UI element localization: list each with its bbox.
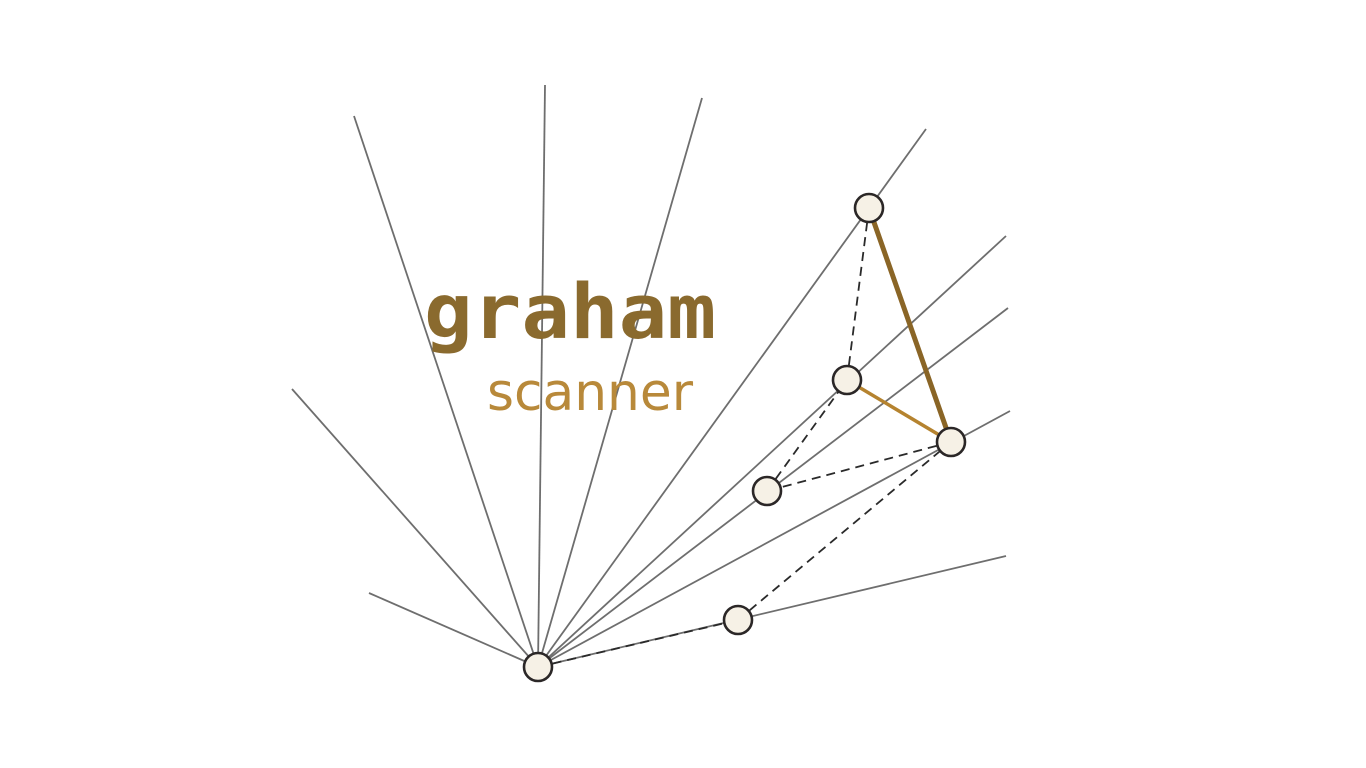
candidate-edges: [537, 207, 952, 668]
point: [853, 192, 885, 224]
ray: [291, 388, 539, 668]
ray: [537, 410, 1011, 668]
points: [522, 192, 967, 683]
scan-rays: [291, 84, 1011, 668]
hull-edge-light: [845, 378, 953, 444]
dashed-edge: [737, 441, 952, 621]
ray: [537, 84, 546, 668]
point: [935, 426, 967, 458]
ray: [537, 555, 1007, 668]
dashed-edge: [537, 619, 739, 668]
hull-edge-dark: [866, 205, 954, 445]
dashed-edge: [766, 379, 848, 492]
logo-title: graham: [424, 267, 716, 356]
point: [831, 364, 863, 396]
logo-subtitle: scanner: [487, 363, 694, 423]
dashed-edge: [766, 441, 952, 492]
ray: [537, 97, 703, 668]
ray: [353, 115, 539, 668]
point: [751, 475, 783, 507]
point: [722, 604, 754, 636]
ray: [537, 235, 1007, 668]
pivot-point: [522, 651, 554, 683]
ray: [368, 592, 539, 668]
